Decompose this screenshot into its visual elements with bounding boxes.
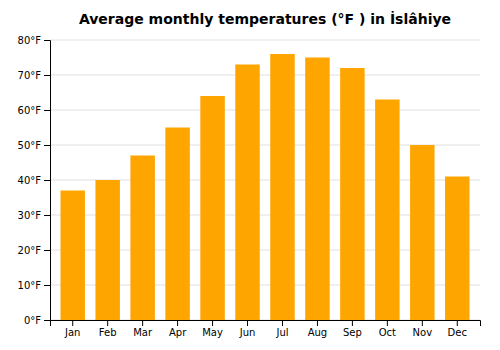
bar [165, 128, 189, 321]
y-tick-mark [44, 180, 50, 181]
x-axis-line [51, 321, 481, 327]
y-tick-mark [44, 285, 50, 286]
x-tick: Dec [448, 320, 467, 338]
bar [130, 156, 154, 321]
x-tick-label: Jan [64, 327, 80, 338]
y-tick-label: 80°F [18, 35, 42, 46]
y-tick-label: 30°F [18, 210, 42, 221]
y-tick: 10°F [18, 280, 50, 291]
x-tick-mark [352, 320, 353, 326]
x-tick-label: Jul [275, 327, 288, 338]
y-tick-label: 70°F [18, 70, 42, 81]
x-tick-mark [177, 320, 178, 326]
x-tick-label: Jun [239, 327, 256, 338]
x-tick-mark [457, 320, 458, 326]
bar [235, 65, 259, 321]
x-tick-mark [317, 320, 318, 326]
x-tick-label: Sep [343, 327, 362, 338]
y-tick-label: 0°F [24, 315, 41, 326]
x-tick-label: Dec [448, 327, 467, 338]
y-tick-mark [44, 75, 50, 76]
bar [445, 177, 469, 321]
x-tick-mark [282, 320, 283, 326]
y-tick-mark [44, 110, 50, 111]
bar [340, 68, 364, 320]
x-tick: Jun [239, 320, 256, 338]
grid-line [50, 110, 480, 111]
x-tick: Sep [343, 320, 362, 338]
y-tick-mark [44, 320, 50, 321]
y-tick: 40°F [18, 175, 50, 186]
y-tick: 70°F [18, 70, 50, 81]
x-axis: Jan Feb Mar Apr May Jun Jul Aug Sep Oct Nov Dec [51, 320, 481, 338]
y-tick-mark [44, 40, 50, 41]
title: Average monthly temperatures (°F ) in İs… [79, 11, 451, 27]
x-tick: Apr [169, 320, 187, 338]
bar [95, 180, 119, 320]
bar [270, 54, 294, 320]
x-tick-label: Mar [133, 327, 153, 338]
x-tick-mark [142, 320, 143, 326]
x-tick: Aug [308, 320, 328, 338]
x-tick-mark [72, 320, 73, 326]
x-tick: Nov [413, 320, 433, 338]
x-tick-label: Apr [169, 327, 187, 338]
x-tick: Jan [64, 320, 80, 338]
y-tick-label: 20°F [18, 245, 42, 256]
y-tick: 20°F [18, 245, 50, 256]
y-axis-line [44, 41, 51, 321]
y-tick: 0°F [24, 315, 50, 326]
x-tick: Jul [275, 320, 288, 338]
x-tick-label: Feb [99, 327, 117, 338]
grid-line [50, 40, 480, 41]
x-tick-label: May [202, 327, 223, 338]
y-tick-label: 40°F [18, 175, 42, 186]
x-tick-label: Oct [379, 327, 396, 338]
chart: Jan Feb Mar Apr May Jun Jul Aug Sep Oct Nov Dec 0°F 1… [0, 0, 500, 350]
y-axis: 0°F 10°F 20°F 30°F 40°F 50°F 60°F 70°F 80°F [18, 35, 51, 326]
x-tick-label: Aug [308, 327, 328, 338]
y-tick-mark [44, 215, 50, 216]
bar [60, 191, 84, 321]
grid [50, 40, 480, 320]
bar [305, 58, 329, 321]
bar [200, 96, 224, 320]
x-tick-label: Nov [413, 327, 433, 338]
y-tick-mark [44, 250, 50, 251]
x-tick-mark [212, 320, 213, 326]
x-tick: May [202, 320, 223, 338]
x-tick-mark [107, 320, 108, 326]
y-tick: 50°F [18, 140, 50, 151]
grid-line [50, 75, 480, 76]
x-tick: Mar [133, 320, 153, 338]
bar [410, 145, 434, 320]
y-tick-mark [44, 145, 50, 146]
bars [60, 54, 469, 320]
x-tick-mark [422, 320, 423, 326]
y-tick: 80°F [18, 35, 50, 46]
x-tick-mark [247, 320, 248, 326]
y-tick: 60°F [18, 105, 50, 116]
y-tick: 30°F [18, 210, 50, 221]
plot: Jan Feb Mar Apr May Jun Jul Aug Sep Oct Nov Dec 0°F 1… [18, 35, 481, 338]
y-tick-label: 50°F [18, 140, 42, 151]
y-tick-label: 60°F [18, 105, 42, 116]
bar [375, 100, 399, 321]
x-tick-mark [387, 320, 388, 326]
y-tick-label: 10°F [18, 280, 42, 291]
x-tick: Feb [99, 320, 117, 338]
x-tick: Oct [379, 320, 396, 338]
